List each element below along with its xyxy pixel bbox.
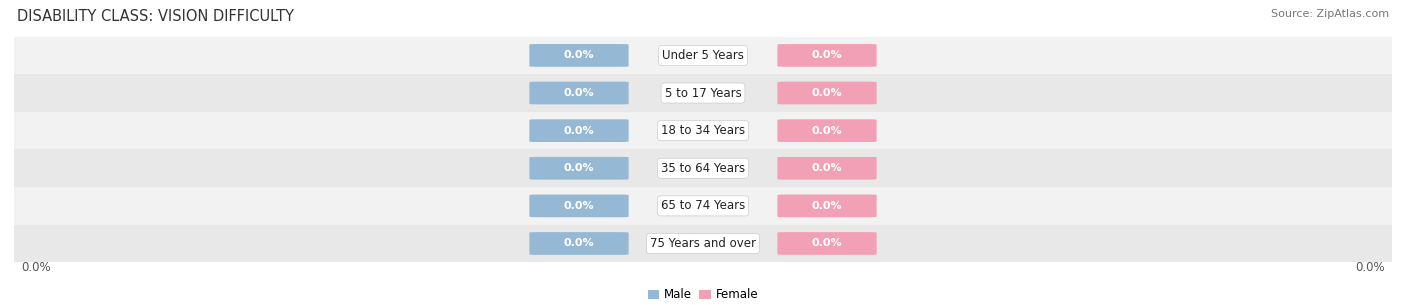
Text: 65 to 74 Years: 65 to 74 Years (661, 199, 745, 212)
Text: 0.0%: 0.0% (564, 126, 595, 136)
Bar (14, 74, 1392, 112)
Text: 0.0%: 0.0% (564, 163, 595, 173)
Text: 0.0%: 0.0% (564, 88, 595, 98)
Text: DISABILITY CLASS: VISION DIFFICULTY: DISABILITY CLASS: VISION DIFFICULTY (17, 9, 294, 24)
Legend: Male, Female: Male, Female (643, 284, 763, 305)
FancyBboxPatch shape (530, 157, 628, 180)
FancyBboxPatch shape (778, 119, 876, 142)
FancyBboxPatch shape (778, 195, 876, 217)
Bar (14, 112, 1392, 149)
FancyBboxPatch shape (530, 195, 628, 217)
Text: 75 Years and over: 75 Years and over (650, 237, 756, 250)
Text: 0.0%: 0.0% (811, 239, 842, 249)
Text: 18 to 34 Years: 18 to 34 Years (661, 124, 745, 137)
FancyBboxPatch shape (530, 82, 628, 104)
Text: 0.0%: 0.0% (811, 126, 842, 136)
Text: 0.0%: 0.0% (564, 50, 595, 60)
Text: 0.0%: 0.0% (564, 201, 595, 211)
Bar (14, 187, 1392, 225)
Bar (14, 225, 1392, 262)
FancyBboxPatch shape (530, 232, 628, 255)
Text: 0.0%: 0.0% (811, 50, 842, 60)
Text: 5 to 17 Years: 5 to 17 Years (665, 87, 741, 99)
Text: 35 to 64 Years: 35 to 64 Years (661, 162, 745, 175)
Text: 0.0%: 0.0% (564, 239, 595, 249)
FancyBboxPatch shape (778, 82, 876, 104)
Text: Source: ZipAtlas.com: Source: ZipAtlas.com (1271, 9, 1389, 19)
FancyBboxPatch shape (530, 119, 628, 142)
Text: 0.0%: 0.0% (21, 261, 51, 274)
Text: 0.0%: 0.0% (1355, 261, 1385, 274)
FancyBboxPatch shape (778, 232, 876, 255)
FancyBboxPatch shape (530, 44, 628, 67)
Text: 0.0%: 0.0% (811, 163, 842, 173)
Text: Under 5 Years: Under 5 Years (662, 49, 744, 62)
Text: 0.0%: 0.0% (811, 201, 842, 211)
Bar (14, 149, 1392, 187)
Bar (14, 37, 1392, 74)
FancyBboxPatch shape (778, 157, 876, 180)
FancyBboxPatch shape (778, 44, 876, 67)
Text: 0.0%: 0.0% (811, 88, 842, 98)
